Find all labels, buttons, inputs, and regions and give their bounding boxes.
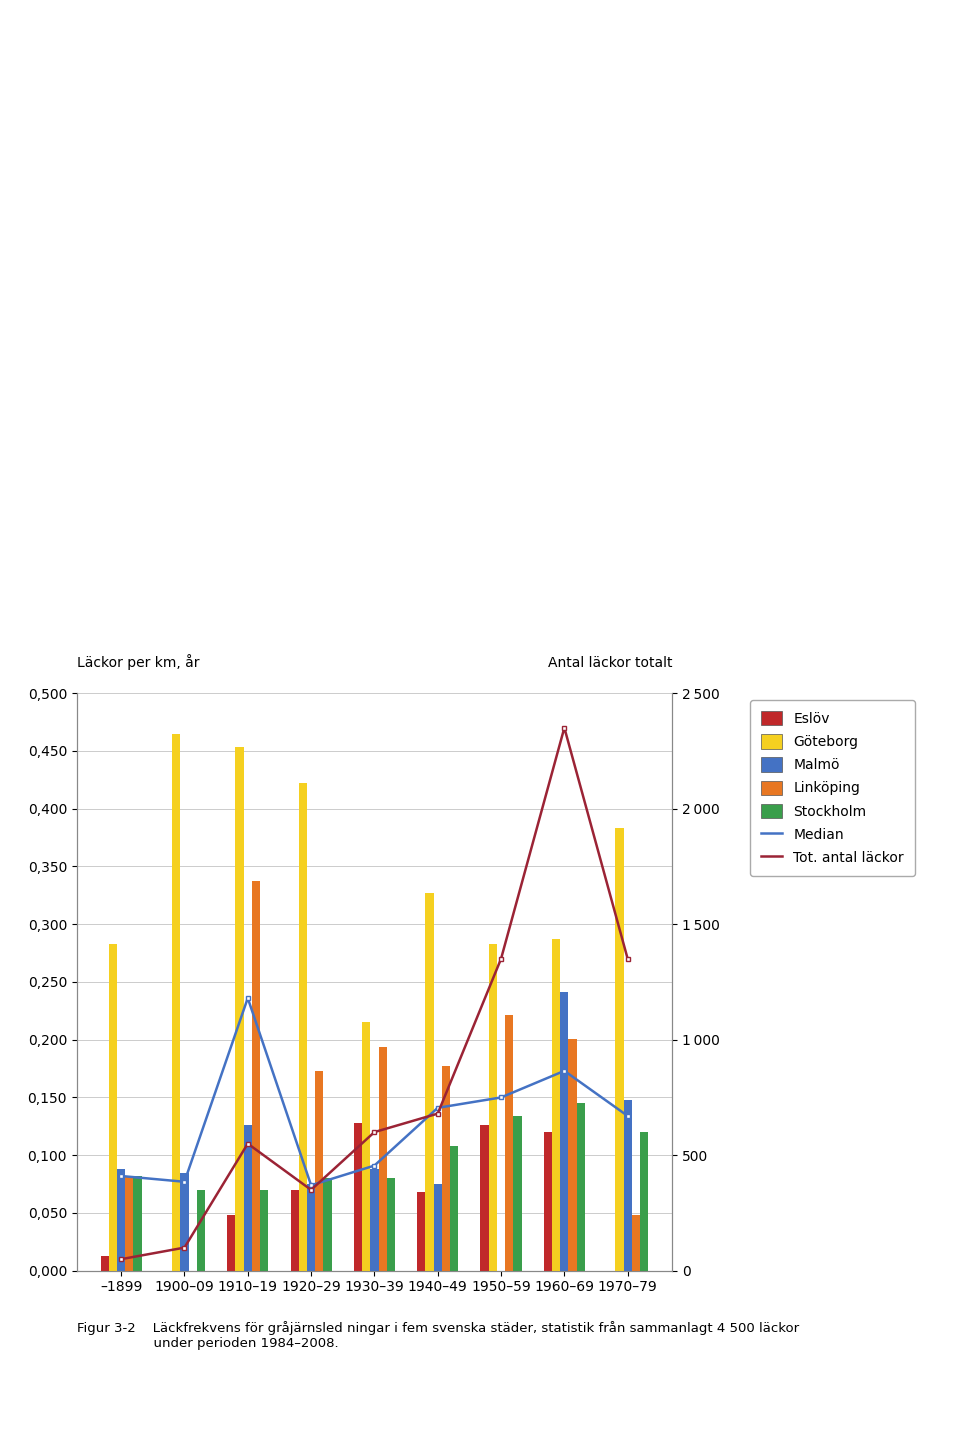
Bar	[615, 829, 624, 1271]
Bar	[324, 1178, 331, 1271]
Bar	[480, 1125, 489, 1271]
Bar	[418, 1193, 425, 1271]
Legend: Eslöv, Göteborg, Malmö, Linköping, Stockholm, Median, Tot. antal läckor: Eslöv, Göteborg, Malmö, Linköping, Stock…	[751, 700, 915, 877]
Bar	[514, 1116, 521, 1271]
Bar	[434, 1184, 442, 1271]
Bar	[354, 1123, 362, 1271]
Bar	[632, 1216, 640, 1271]
Bar	[172, 734, 180, 1271]
Bar	[101, 1256, 108, 1271]
Bar	[291, 1190, 299, 1271]
Bar	[180, 1173, 188, 1271]
Bar	[577, 1103, 585, 1271]
Bar	[235, 748, 244, 1271]
Text: Läckor per km, år: Läckor per km, år	[77, 654, 200, 670]
Bar	[125, 1175, 133, 1271]
Bar	[552, 939, 561, 1271]
Bar	[133, 1175, 142, 1271]
Bar	[299, 783, 307, 1271]
Bar	[315, 1071, 324, 1271]
Bar	[252, 881, 260, 1271]
Bar	[568, 1038, 577, 1271]
Bar	[260, 1190, 269, 1271]
Bar	[640, 1132, 648, 1271]
Bar	[371, 1170, 378, 1271]
Text: Figur 3-2    Läckfrekvens för gråjärnsled ningar i fem svenska städer, statistik: Figur 3-2 Läckfrekvens för gråjärnsled n…	[77, 1321, 799, 1350]
Bar	[228, 1216, 235, 1271]
Bar	[197, 1190, 205, 1271]
Bar	[489, 944, 497, 1271]
Bar	[543, 1132, 552, 1271]
Bar	[362, 1022, 371, 1271]
Bar	[442, 1066, 450, 1271]
Bar	[244, 1125, 252, 1271]
Bar	[561, 992, 568, 1271]
Bar	[425, 892, 434, 1271]
Bar	[307, 1184, 315, 1271]
Bar	[505, 1015, 514, 1271]
Bar	[378, 1047, 387, 1271]
Bar	[108, 944, 117, 1271]
Bar	[450, 1147, 458, 1271]
Bar	[387, 1178, 395, 1271]
Bar	[624, 1100, 632, 1271]
Bar	[117, 1170, 125, 1271]
Text: Antal läckor totalt: Antal läckor totalt	[547, 656, 672, 670]
